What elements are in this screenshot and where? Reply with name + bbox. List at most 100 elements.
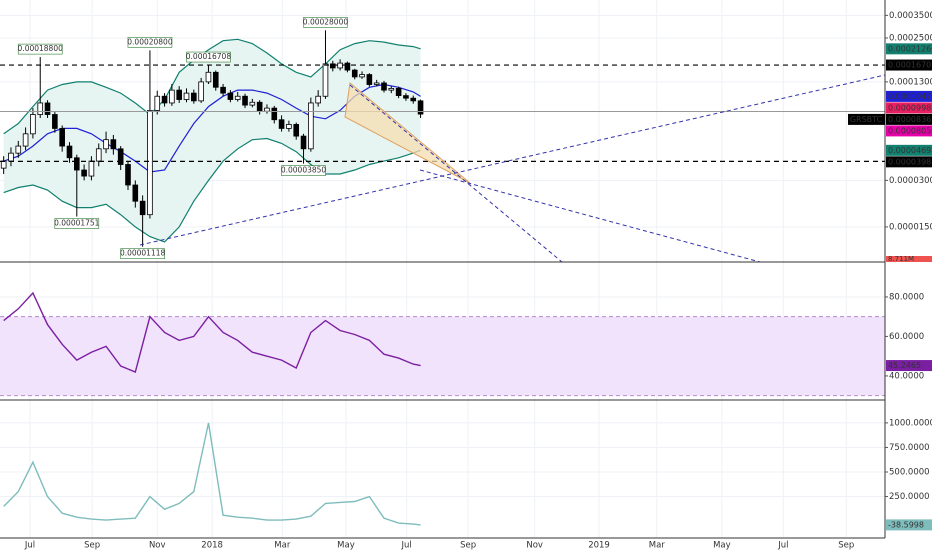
volume-tag-label: 8.711M: [888, 255, 914, 263]
price-tag: [886, 102, 932, 114]
candle-body: [95, 148, 102, 162]
y-tick-label: 40.0000: [889, 371, 924, 381]
candle-body: [205, 71, 212, 83]
annotation-label: 0.00018800: [18, 44, 64, 53]
x-tick-label: Sep: [838, 541, 854, 550]
annotation-label: 0.00016708: [186, 52, 232, 61]
price-tag: [886, 43, 932, 55]
candle-body: [264, 107, 270, 112]
annotation-label: 0.00028000: [303, 17, 349, 26]
trend-line: [419, 169, 761, 262]
y-tick-label: 0.00035000: [889, 11, 932, 21]
candle-body: [103, 139, 109, 150]
candle-body: [271, 107, 278, 121]
falling-wedge: [344, 82, 471, 184]
candle-body: [147, 110, 153, 216]
annotation-box: [120, 248, 165, 259]
volume-tag: [886, 256, 932, 262]
candle-body: [52, 114, 58, 129]
x-tick-label: Sep: [460, 541, 476, 550]
candle-body: [329, 63, 336, 69]
price-panel: 0.00018800 0.00020800 0.00016708 0.00028000…: [0, 17, 885, 259]
series-line: [3, 38, 421, 135]
price-tag: [886, 360, 932, 372]
candle-body: [22, 133, 29, 147]
y-tick-label: 0.00013000: [889, 77, 932, 87]
candle-body: [403, 95, 409, 99]
y-tick-label: 250.0000: [889, 492, 930, 502]
candle-body: [373, 82, 380, 85]
candle-body: [300, 135, 307, 150]
price-tag-label: 0.00008050: [888, 126, 932, 135]
series-line: [3, 422, 421, 526]
candle-body: [337, 62, 343, 69]
rsi-panel: [0, 291, 885, 397]
candle-body: [0, 160, 7, 169]
annotation-box: [186, 51, 231, 63]
candle-body: [381, 82, 387, 91]
price-tag: [886, 156, 932, 168]
candle-body: [234, 95, 241, 100]
x-tick-label: Nov: [149, 541, 166, 550]
y-tick-label: 0.00001500: [889, 222, 932, 232]
series-line: [3, 291, 421, 373]
candle-body: [293, 124, 300, 137]
x-tick-label: May: [337, 541, 355, 550]
candle-body: [125, 164, 131, 186]
candle-body: [410, 97, 417, 102]
price-tag-label: 45.2465: [888, 361, 921, 370]
symbol-label: GRSBTC: [850, 115, 883, 124]
candle-body: [256, 101, 263, 112]
y-tick-label: 750.0000: [889, 443, 930, 453]
annotation-box: [303, 17, 348, 28]
annotation-label: 0.00001751: [54, 219, 100, 228]
x-tick-label: Mar: [274, 541, 291, 550]
candle-body: [249, 101, 256, 106]
candle-body: [37, 102, 44, 115]
x-tick-label: 2019: [588, 541, 610, 550]
candle-body: [286, 124, 292, 129]
candle-body: [81, 169, 87, 177]
candle-body: [212, 71, 219, 88]
candle-body: [242, 95, 248, 106]
candle-body: [117, 148, 124, 165]
drawings: [139, 74, 885, 262]
y-tick-label: 80.0000: [889, 292, 924, 302]
candle-body: [191, 92, 197, 102]
candle-body: [30, 114, 36, 135]
candle-body: [8, 152, 14, 162]
candle-body: [388, 87, 395, 91]
candle-body: [161, 95, 168, 104]
grid: [0, 0, 885, 538]
candle-body: [154, 95, 161, 111]
price-tag: [886, 90, 932, 102]
y-tick-label: 60.0000: [889, 332, 924, 342]
x-tick-label: Mar: [649, 541, 666, 550]
axes: 0.00035000 0.00025000 0.00013000 0.00003000…: [24, 11, 932, 550]
price-tag-label: 0.00016708: [888, 61, 932, 70]
price-tag-label: 0.00021266: [888, 44, 932, 53]
candle-body: [44, 102, 51, 115]
price-tag-label: 0.00010475: [888, 92, 932, 101]
candle-body: [139, 200, 146, 216]
candle-body: [315, 95, 321, 104]
candle-body: [227, 92, 234, 100]
trend-line: [139, 74, 885, 246]
x-tick-label: Jul: [401, 541, 412, 550]
annotation-label: 0.00001118: [120, 249, 166, 258]
candle-body: [417, 100, 424, 115]
y-tick-label: 0.00003000: [889, 176, 932, 186]
candle-body: [132, 184, 139, 202]
candle-body: [176, 89, 182, 100]
candle-body: [344, 62, 351, 71]
y-tick-label: 0.00025000: [889, 33, 932, 43]
candle-body: [73, 157, 80, 171]
y-tick-label: 1000.0000: [889, 418, 932, 428]
x-tick-label: Nov: [526, 541, 543, 550]
price-tag-label: 0.00009988: [888, 103, 932, 112]
annotation-box: [127, 37, 173, 48]
price-tag-label: 0.00003981: [888, 157, 932, 166]
price-tag: [886, 113, 932, 125]
symbol-box: [848, 113, 885, 125]
